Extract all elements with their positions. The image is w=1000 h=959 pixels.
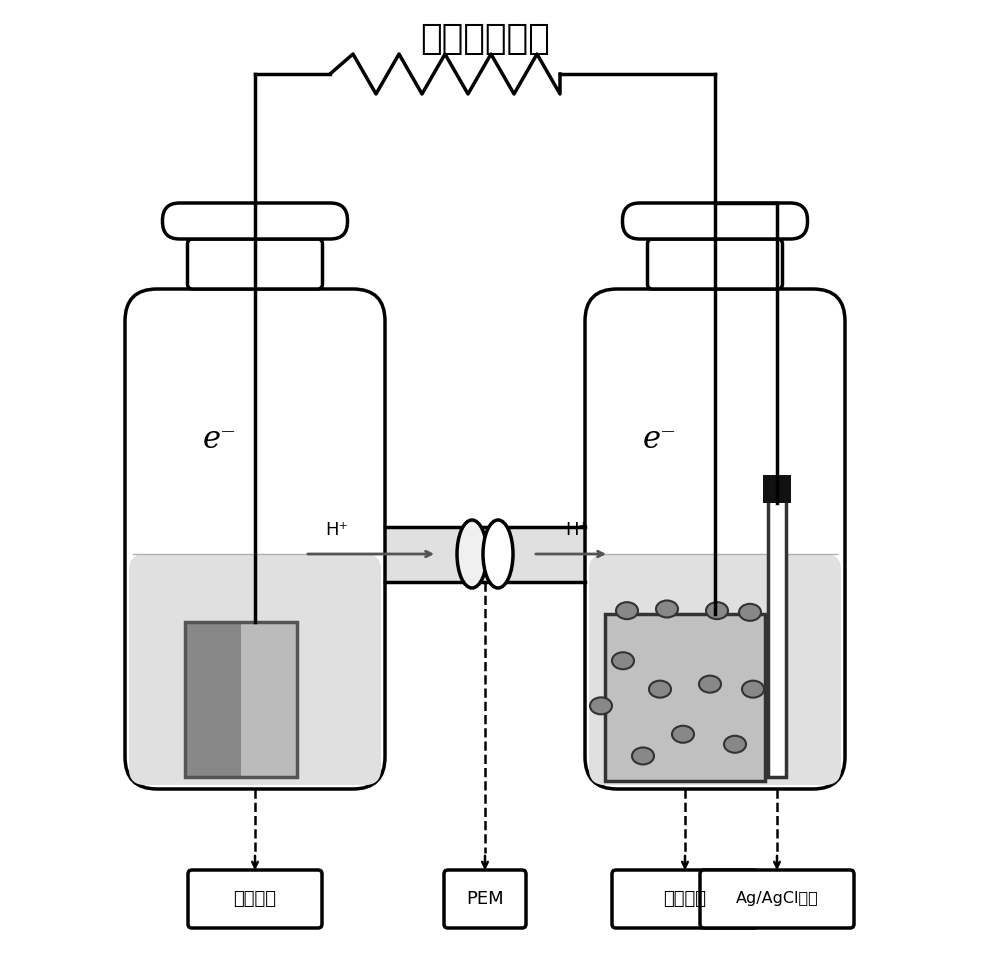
FancyBboxPatch shape — [187, 239, 322, 289]
Text: Ag/AgCl电极: Ag/AgCl电极 — [736, 892, 818, 906]
FancyBboxPatch shape — [589, 554, 841, 785]
Bar — [763, 475, 791, 503]
Bar — [385, 526, 585, 581]
Bar — [185, 622, 241, 777]
Ellipse shape — [649, 681, 671, 697]
Ellipse shape — [739, 604, 761, 620]
FancyBboxPatch shape — [188, 870, 322, 928]
FancyBboxPatch shape — [612, 870, 758, 928]
Ellipse shape — [656, 600, 678, 618]
Ellipse shape — [724, 736, 746, 753]
Ellipse shape — [706, 602, 728, 620]
Ellipse shape — [672, 726, 694, 742]
Text: e⁻: e⁻ — [203, 424, 237, 455]
Ellipse shape — [590, 697, 612, 714]
Ellipse shape — [457, 520, 487, 588]
FancyBboxPatch shape — [700, 870, 854, 928]
Text: H⁺: H⁺ — [326, 521, 348, 539]
Ellipse shape — [632, 747, 654, 764]
Text: e⁻: e⁻ — [643, 424, 677, 455]
FancyBboxPatch shape — [129, 554, 381, 785]
Text: 电化学工作站: 电化学工作站 — [420, 22, 550, 56]
FancyBboxPatch shape — [162, 203, 348, 239]
FancyBboxPatch shape — [648, 239, 783, 289]
FancyBboxPatch shape — [585, 289, 845, 789]
Ellipse shape — [483, 520, 513, 588]
Ellipse shape — [612, 652, 634, 669]
Bar — [241, 622, 297, 777]
Ellipse shape — [699, 676, 721, 692]
Bar — [605, 614, 765, 781]
FancyBboxPatch shape — [125, 289, 385, 789]
Text: PEM: PEM — [466, 890, 504, 908]
Ellipse shape — [616, 602, 638, 620]
FancyBboxPatch shape — [444, 870, 526, 928]
FancyBboxPatch shape — [622, 203, 808, 239]
Text: 碳布电极: 碳布电极 — [664, 890, 706, 908]
Text: 铂片电极: 铂片电极 — [233, 890, 276, 908]
Bar — [768, 489, 786, 777]
Ellipse shape — [742, 681, 764, 697]
Bar — [185, 622, 297, 777]
Text: H⁺: H⁺ — [566, 521, 588, 539]
